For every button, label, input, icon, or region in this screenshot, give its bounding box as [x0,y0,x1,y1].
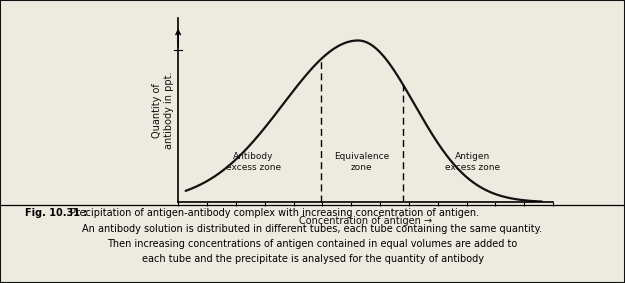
Text: An antibody solution is distributed in different tubes, each tube containing the: An antibody solution is distributed in d… [82,224,542,233]
Text: Precipitation of antigen-antibody complex with increasing concentration of antig: Precipitation of antigen-antibody comple… [70,208,479,218]
Text: Then increasing concentrations of antigen contained in equal volumes are added t: Then increasing concentrations of antige… [107,239,517,248]
X-axis label: Concentration of antigen →: Concentration of antigen → [299,216,432,226]
Text: Equivalence
zone: Equivalence zone [334,152,389,172]
Y-axis label: Quantity of
antibody in ppt.: Quantity of antibody in ppt. [151,72,174,149]
Text: Antibody
excess zone: Antibody excess zone [226,152,281,172]
Text: Antigen
excess zone: Antigen excess zone [445,152,500,172]
Text: each tube and the precipitate is analysed for the quantity of antibody: each tube and the precipitate is analyse… [141,254,484,264]
Text: Fig. 10.31 :: Fig. 10.31 : [25,208,91,218]
